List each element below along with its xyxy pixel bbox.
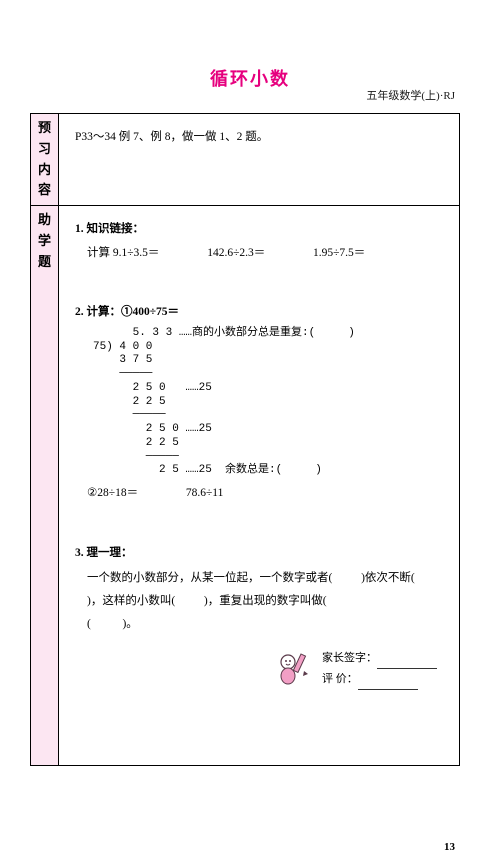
calc-2c: 78.6÷11 (186, 487, 224, 499)
parent-sign-line[interactable] (377, 668, 437, 669)
preview-label: 预习内容 (31, 114, 59, 206)
fill-text-b: )依次不断( (361, 572, 415, 584)
fill-text-a: 一个数的小数部分，从某一位起，一个数字或者( (87, 572, 332, 584)
calc-prefix: 计算 (87, 247, 110, 259)
eval-label: 评 价： (322, 673, 358, 685)
calc-1c: 1.95÷7.5＝ (313, 247, 365, 259)
calc-1b: 142.6÷2.3＝ (207, 247, 265, 259)
section3-text: 一个数的小数部分，从某一位起，一个数字或者( )依次不断( )，这样的小数叫( … (75, 567, 447, 636)
page-header: 五年级数学(上)·RJ (366, 87, 455, 103)
section2-extra: ②28÷18＝ 78.6÷11 (75, 484, 447, 504)
parent-sign-label: 家长签字： (322, 652, 377, 664)
eval-line[interactable] (358, 689, 418, 690)
preview-label-text: 预习内容 (38, 120, 51, 197)
long-division: 5. 3 3 ……商的小数部分总是重复:( ) 75) 4 0 0 3 7 5 … (93, 327, 447, 478)
preview-text: P33～34 例 7、例 8，做一做 1、2 题。 (75, 128, 447, 148)
section2-title: 2. 计算：①400÷75＝ (75, 303, 447, 323)
section1-problems: 计算 9.1÷3.5＝ 142.6÷2.3＝ 1.95÷7.5＝ (75, 244, 447, 264)
fill-text-e: )。 (122, 618, 137, 630)
fill-text-c: )，这样的小数叫( (87, 595, 175, 607)
pencil-character-icon (273, 648, 313, 696)
study-label-text: 助学题 (38, 212, 51, 269)
fill-text-d: )，重复出现的数字叫做( (204, 595, 327, 607)
calc-2b: ②28÷18＝ (87, 487, 138, 499)
study-label: 助学题 (31, 206, 59, 766)
study-content: 1. 知识链接： 计算 9.1÷3.5＝ 142.6÷2.3＝ 1.95÷7.5… (59, 206, 460, 766)
preview-content: P33～34 例 7、例 8，做一做 1、2 题。 (59, 114, 460, 206)
signature-area: 家长签字： 评 价： (75, 648, 447, 696)
calc-1a: 9.1÷3.5＝ (113, 247, 160, 259)
section3-title: 3. 理一理： (75, 544, 447, 564)
worksheet-table: 预习内容 P33～34 例 7、例 8，做一做 1、2 题。 助学题 1. 知识… (30, 113, 460, 766)
page-number: 13 (444, 841, 455, 853)
section1-title: 1. 知识链接： (75, 220, 447, 240)
